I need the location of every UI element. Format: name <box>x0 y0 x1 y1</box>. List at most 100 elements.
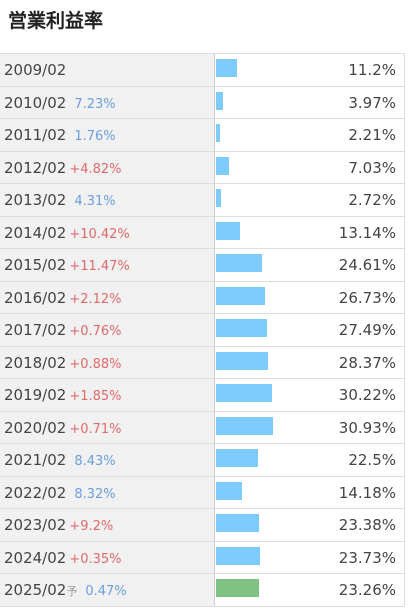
value: 7.03% <box>348 158 396 177</box>
period-cell: 2024/02 +0.35% <box>0 541 215 573</box>
bar <box>216 221 241 240</box>
period: 2020/02 <box>4 418 67 437</box>
period-text: 2020/02 +0.71% <box>4 419 122 437</box>
period-cell: 2012/02 +4.82% <box>0 151 215 183</box>
period: 2012/02 <box>4 158 67 177</box>
period-cell: 2016/02 +2.12% <box>0 281 215 313</box>
table-row: 2020/02 +0.71% 30.93% <box>0 411 404 444</box>
period: 2013/02 <box>4 191 67 209</box>
change: 8.32% <box>74 486 116 502</box>
table-row: 2019/02 +1.85% 30.22% <box>0 379 404 412</box>
period: 2022/02 <box>4 483 67 502</box>
period-cell: 2014/02 +10.42% <box>0 216 215 248</box>
period: 2010/02 <box>4 93 67 112</box>
value: 26.73% <box>338 288 396 307</box>
period-text: 2021/02 8.43% <box>4 451 116 469</box>
period: 2019/02 <box>4 386 67 404</box>
period: 2014/02 <box>4 223 67 242</box>
table-row: 2012/02 +4.82% 7.03% <box>0 151 404 184</box>
bar <box>216 59 237 77</box>
bar <box>216 124 221 142</box>
value: 11.2% <box>348 61 396 79</box>
change: 7.23% <box>74 96 116 112</box>
bar <box>216 579 260 597</box>
value: 30.22% <box>338 386 396 404</box>
table-row: 2016/02 +2.12% 26.73% <box>0 281 404 314</box>
table-row: 2021/02 8.43% 22.5% <box>0 444 404 477</box>
period-text: 2012/02 +4.82% <box>4 159 122 177</box>
period: 2017/02 <box>4 321 67 339</box>
value: 30.93% <box>338 418 396 437</box>
period-text: 2018/02 +0.88% <box>4 354 122 372</box>
value: 13.14% <box>338 223 396 242</box>
table-row: 2025/02予 0.47% 23.26% <box>0 574 404 607</box>
change: 8.43% <box>74 454 116 469</box>
change: 1.76% <box>74 129 116 144</box>
period-cell: 2011/02 1.76% <box>0 119 215 151</box>
bar <box>216 91 224 110</box>
value: 27.49% <box>338 321 396 339</box>
period-text: 2025/02予 0.47% <box>4 581 127 599</box>
period-text: 2024/02 +0.35% <box>4 549 122 567</box>
period-cell: 2015/02 +11.47% <box>0 249 215 281</box>
value: 23.26% <box>338 581 396 599</box>
value: 22.5% <box>348 451 396 469</box>
bar <box>216 254 262 272</box>
period: 2011/02 <box>4 126 67 144</box>
period-cell: 2009/02 <box>0 54 215 86</box>
period-cell: 2010/02 7.23% <box>0 86 215 118</box>
value: 23.73% <box>338 548 396 567</box>
period-cell: 2023/02 +9.2% <box>0 509 215 541</box>
change: +1.85% <box>69 389 122 404</box>
period: 2025/02 <box>4 581 67 599</box>
period: 2018/02 <box>4 353 67 372</box>
period: 2023/02 <box>4 516 67 534</box>
period-text: 2019/02 +1.85% <box>4 386 122 404</box>
change: +11.47% <box>69 259 130 274</box>
table-row: 2023/02 +9.2% 23.38% <box>0 509 404 542</box>
period-text: 2009/02 <box>4 61 66 79</box>
period-cell: 2021/02 8.43% <box>0 444 215 476</box>
period-text: 2011/02 1.76% <box>4 126 116 144</box>
bar <box>216 449 258 467</box>
table-row: 2009/02 11.2% <box>0 54 404 87</box>
period-text: 2013/02 4.31% <box>4 191 116 209</box>
change: 0.47% <box>85 584 127 599</box>
period-cell: 2025/02予 0.47% <box>0 574 215 606</box>
change: 4.31% <box>74 194 116 209</box>
change: +9.2% <box>69 519 114 534</box>
bar <box>216 189 222 207</box>
bar <box>216 156 229 175</box>
change: +0.76% <box>69 324 122 339</box>
change: +0.88% <box>69 356 122 372</box>
period-cell: 2020/02 +0.71% <box>0 411 215 443</box>
table-row: 2022/02 8.32% 14.18% <box>0 476 404 509</box>
bar <box>216 384 272 402</box>
bar <box>216 319 267 337</box>
period-cell: 2018/02 +0.88% <box>0 346 215 378</box>
bar <box>216 514 260 532</box>
period-text: 2015/02 +11.47% <box>4 256 130 274</box>
period: 2016/02 <box>4 288 67 307</box>
period-cell: 2019/02 +1.85% <box>0 379 215 411</box>
value: 2.72% <box>348 191 396 209</box>
period: 2015/02 <box>4 256 67 274</box>
bar <box>216 351 269 370</box>
period-cell: 2013/02 4.31% <box>0 184 215 216</box>
change: +0.71% <box>69 421 122 437</box>
period-cell: 2022/02 8.32% <box>0 476 215 508</box>
period-text: 2014/02 +10.42% <box>4 224 130 242</box>
value: 23.38% <box>338 516 396 534</box>
value: 24.61% <box>338 256 396 274</box>
value: 2.21% <box>348 126 396 144</box>
period-cell: 2017/02 +0.76% <box>0 314 215 346</box>
period-text: 2010/02 7.23% <box>4 94 116 112</box>
period-text: 2022/02 8.32% <box>4 484 116 502</box>
value: 3.97% <box>348 93 396 112</box>
table-row: 2010/02 7.23% 3.97% <box>0 86 404 119</box>
table-row: 2024/02 +0.35% 23.73% <box>0 541 404 574</box>
table-row: 2013/02 4.31% 2.72% <box>0 184 404 217</box>
table-row: 2017/02 +0.76% 27.49% <box>0 314 404 347</box>
forecast-marker: 予 <box>66 585 78 598</box>
